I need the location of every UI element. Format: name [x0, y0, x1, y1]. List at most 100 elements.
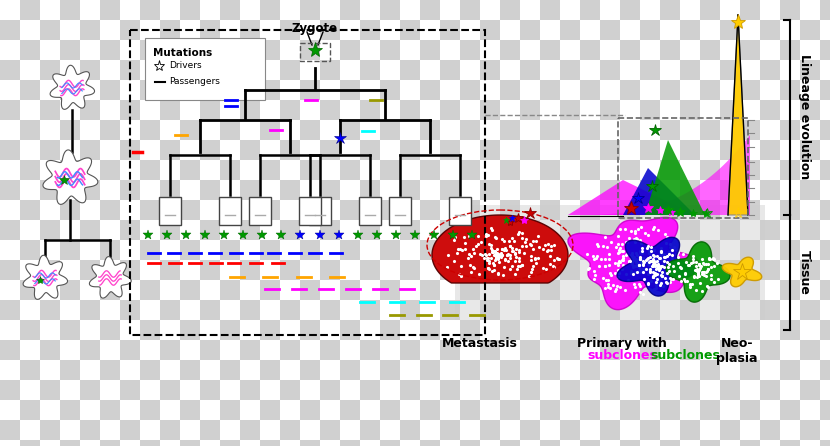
Bar	[500, 0, 520, 20]
Bar	[309, 197, 331, 225]
Bar	[620, 420, 640, 440]
Bar	[440, 280, 460, 300]
Bar	[440, 300, 460, 320]
Bar	[460, 400, 480, 420]
Bar	[700, 120, 720, 140]
Bar	[60, 100, 80, 120]
Bar	[680, 280, 700, 300]
Bar	[420, 280, 440, 300]
Bar	[360, 120, 380, 140]
Bar	[140, 360, 160, 380]
Bar	[20, 80, 40, 100]
Bar	[320, 220, 340, 240]
Bar	[580, 280, 600, 300]
Bar	[620, 400, 640, 420]
Bar	[380, 40, 400, 60]
Bar	[600, 400, 620, 420]
Bar	[220, 280, 240, 300]
Bar	[640, 360, 660, 380]
Bar	[500, 160, 520, 180]
Bar	[420, 200, 440, 220]
Bar	[760, 40, 780, 60]
Bar	[320, 180, 340, 200]
Bar	[760, 260, 780, 280]
Bar	[700, 100, 720, 120]
Bar	[720, 20, 740, 40]
Bar	[700, 320, 720, 340]
Bar	[700, 420, 720, 440]
Bar	[500, 220, 520, 240]
Bar	[540, 80, 560, 100]
Bar	[760, 80, 780, 100]
Bar	[560, 160, 580, 180]
Bar	[420, 20, 440, 40]
Bar	[660, 240, 680, 260]
Bar	[40, 300, 60, 320]
Bar	[320, 400, 340, 420]
Bar	[800, 240, 820, 260]
Bar	[280, 380, 300, 400]
Bar	[660, 280, 680, 300]
Bar	[560, 200, 580, 220]
Bar	[460, 20, 480, 40]
Bar	[40, 420, 60, 440]
Bar	[680, 380, 700, 400]
Bar	[660, 180, 680, 200]
Bar	[380, 20, 400, 40]
Bar	[520, 440, 540, 446]
Bar	[280, 340, 300, 360]
Bar	[720, 140, 740, 160]
Bar	[20, 0, 40, 20]
Bar	[540, 260, 560, 280]
Bar	[80, 400, 100, 420]
Bar	[820, 320, 830, 340]
Bar	[820, 420, 830, 440]
Bar	[360, 300, 380, 320]
Bar	[720, 100, 740, 120]
Bar	[60, 220, 80, 240]
Bar	[680, 20, 700, 40]
Bar	[460, 300, 480, 320]
Bar	[340, 220, 360, 240]
Bar	[240, 40, 260, 60]
Bar	[420, 100, 440, 120]
Bar	[620, 120, 640, 140]
Bar	[249, 197, 271, 225]
Bar	[460, 40, 480, 60]
Bar	[180, 0, 200, 20]
Bar	[760, 140, 780, 160]
Bar	[560, 400, 580, 420]
Bar	[760, 220, 780, 240]
Bar	[300, 300, 320, 320]
Bar	[800, 20, 820, 40]
Bar	[660, 100, 680, 120]
Bar	[660, 200, 680, 220]
Bar	[20, 20, 40, 40]
Bar	[480, 0, 500, 20]
Bar	[520, 380, 540, 400]
Bar	[400, 0, 420, 20]
Bar	[620, 360, 640, 380]
Bar	[340, 200, 360, 220]
Bar	[140, 0, 160, 20]
Bar	[120, 320, 140, 340]
Text: Lineage evolution: Lineage evolution	[798, 54, 811, 180]
Bar	[40, 320, 60, 340]
Polygon shape	[50, 65, 95, 109]
Bar	[300, 220, 320, 240]
Bar	[440, 400, 460, 420]
Bar	[0, 120, 20, 140]
Bar	[400, 140, 420, 160]
Bar	[60, 140, 80, 160]
Bar	[40, 20, 60, 40]
Bar	[100, 360, 120, 380]
Bar	[420, 40, 440, 60]
Bar	[449, 197, 471, 225]
Bar	[0, 420, 20, 440]
Bar	[320, 120, 340, 140]
Bar	[260, 0, 280, 20]
Bar	[560, 240, 580, 260]
Bar	[100, 260, 120, 280]
Bar	[180, 280, 200, 300]
Bar	[400, 420, 420, 440]
